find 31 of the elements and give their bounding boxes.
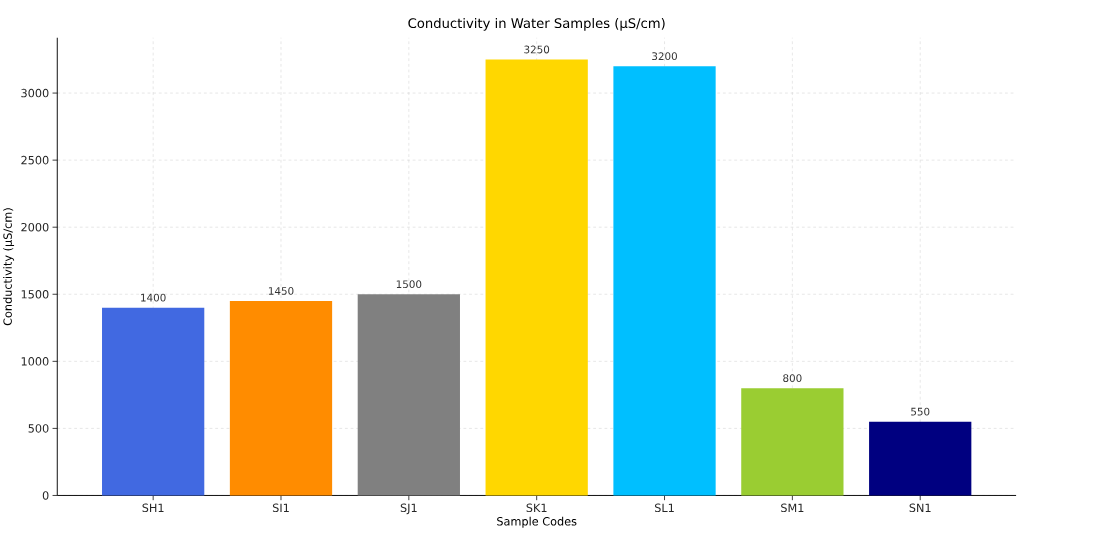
bar — [357, 294, 460, 496]
bar — [485, 59, 588, 496]
x-tick-label: SI1 — [272, 503, 289, 513]
data-label: 3250 — [524, 45, 550, 54]
bar — [229, 301, 333, 496]
x-tick-label: SL1 — [654, 503, 674, 513]
data-label: 1450 — [268, 287, 294, 295]
data-label: 800 — [783, 374, 802, 383]
data-label: 550 — [911, 407, 930, 416]
data-label: 1400 — [141, 293, 166, 302]
x-tick-label: SM1 — [781, 503, 804, 513]
bar — [613, 66, 716, 496]
y-tick-label: 1000 — [21, 357, 49, 366]
y-tick-label: 3000 — [21, 88, 49, 98]
x-tick-label: SK1 — [526, 503, 547, 513]
chart-title: Conductivity in Water Samples (µS/cm) — [408, 18, 665, 31]
x-tick-label: SH1 — [142, 503, 164, 513]
x-tick-label: SN1 — [909, 503, 931, 513]
data-label: 3200 — [652, 52, 677, 61]
y-tick-label: 2500 — [21, 156, 49, 165]
y-axis-title: Conductivity (µS/cm) — [3, 208, 15, 326]
data-label: 1500 — [396, 280, 422, 289]
y-tick-label: 0 — [42, 491, 49, 500]
y-tick-label: 1500 — [21, 290, 49, 299]
x-tick-label: SJ1 — [400, 503, 417, 515]
y-tick-label: 2000 — [21, 223, 49, 232]
y-tick-label: 500 — [28, 424, 49, 433]
bar — [869, 421, 972, 496]
x-axis-title: Sample Codes — [497, 516, 577, 528]
bar — [102, 307, 205, 496]
bar — [741, 388, 844, 496]
